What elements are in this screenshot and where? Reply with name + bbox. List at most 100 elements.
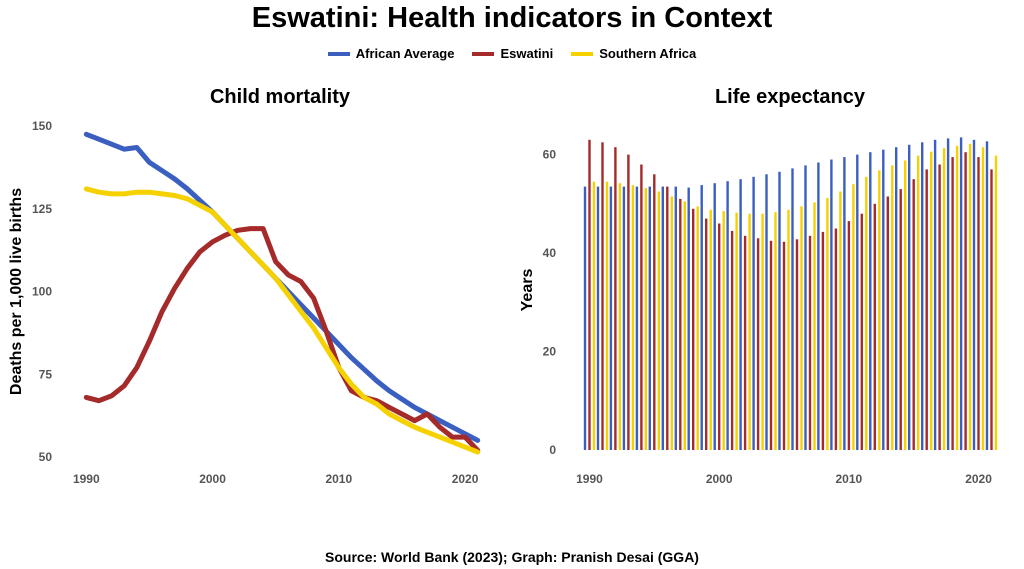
legend-label-eswatini: Eswatini (500, 46, 554, 61)
legend-swatch-african-average (327, 51, 350, 56)
bar-southern-africa-2009 (839, 191, 842, 450)
bar-southern-africa-2020 (981, 147, 985, 450)
bar-southern-africa-2015 (917, 155, 920, 450)
y-tick-label-50: 50 (39, 450, 53, 464)
bar-eswatini-2015 (912, 179, 915, 450)
bar-african-average-2007 (804, 165, 807, 450)
x-tick-label-1990: 1990 (73, 472, 100, 486)
y-tick-label-75: 75 (39, 367, 53, 381)
bar-african-average-1997 (674, 186, 677, 450)
bar-southern-africa-2008 (826, 197, 829, 450)
bar-southern-africa-2004 (774, 212, 777, 450)
bar-eswatini-2002 (743, 235, 747, 450)
bar-eswatini-1995 (653, 174, 656, 451)
bar-eswatini-2016 (925, 169, 928, 450)
bar-african-average-2017 (933, 139, 937, 451)
bar-african-average-2000 (713, 183, 716, 450)
legend-label-southern-africa: Southern Africa (599, 46, 697, 61)
legend-label-african-average: African Average (355, 46, 455, 61)
bar-african-average-1992 (609, 186, 613, 450)
bar-eswatini-1992 (614, 147, 617, 450)
child-mortality-chart: 50 75 100 125 150 1990 2000 2010 2020 Deaths per … (8, 119, 481, 486)
bar-eswatini-2017 (938, 164, 941, 450)
bar-african-average-2018 (946, 138, 950, 450)
x-tick-label-2010: 2010 (325, 472, 352, 486)
bar-southern-africa-2001 (735, 212, 738, 450)
bar-southern-africa-2011 (865, 176, 868, 451)
bar-southern-africa-2021 (994, 155, 998, 450)
bar-southern-africa-2010 (852, 184, 855, 450)
bar-african-average-2013 (882, 149, 885, 450)
bar-eswatini-1997 (679, 198, 682, 450)
bar-southern-africa-2006 (800, 206, 803, 450)
bar-eswatini-2001 (730, 230, 734, 450)
bar-eswatini-1990 (588, 139, 591, 451)
bar-african-average-1994 (635, 186, 639, 450)
x-tick-label-2000: 2000 (199, 472, 226, 486)
bar-eswatini-1996 (666, 186, 669, 450)
bar-african-average-2002 (739, 179, 742, 450)
bar-african-average-2015 (908, 144, 911, 451)
bar-eswatini-1991 (601, 142, 604, 451)
y-tick-label-20: 20 (543, 345, 557, 359)
bar-african-average-2021 (985, 141, 989, 451)
bar-southern-africa-1990 (592, 181, 596, 450)
bar-eswatini-2011 (860, 213, 863, 450)
bar-eswatini-2021 (990, 169, 993, 450)
bar-eswatini-2007 (808, 235, 812, 450)
y-tick-label-100: 100 (32, 285, 52, 299)
bar-southern-africa-2003 (761, 213, 764, 450)
bar-eswatini-1999 (705, 218, 708, 450)
bar-southern-africa-2017 (942, 148, 946, 450)
legend-item-eswatini: Eswatini (472, 46, 553, 61)
series-line-southern-africa (83, 186, 481, 455)
bar-southern-africa-2014 (904, 160, 907, 450)
bar-african-average-2020 (972, 139, 976, 451)
legend-item-african-average: African Average (327, 46, 455, 61)
bar-african-average-2008 (817, 162, 820, 450)
y-tick-label-0: 0 (549, 443, 556, 457)
bar-eswatini-2014 (899, 189, 902, 450)
bar-eswatini-2008 (821, 231, 825, 450)
bar-african-average-2005 (778, 171, 781, 451)
bar-eswatini-2004 (769, 240, 773, 450)
child-mortality-title: Child mortality (209, 86, 350, 108)
x-tick-label-2020: 2020 (965, 472, 992, 486)
y-tick-label-125: 125 (32, 202, 52, 216)
bar-african-average-1996 (661, 186, 664, 450)
series-line-eswatini (83, 226, 481, 453)
bar-southern-africa-2005 (787, 209, 790, 450)
bar-eswatini-2020 (977, 157, 980, 450)
bar-eswatini-2009 (834, 228, 838, 450)
bar-eswatini-2005 (782, 241, 786, 450)
life-expectancy-chart: 0 20 40 60 1990 2000 2010 2020 Years (519, 137, 998, 486)
y-tick-label-40: 40 (543, 246, 557, 260)
legend: African Average Eswatini Southern Africa (0, 46, 1024, 61)
life-expectancy-title: Life expectancy (714, 86, 866, 108)
bar-eswatini-2018 (951, 157, 954, 450)
bar-eswatini-2003 (756, 238, 760, 450)
legend-item-southern-africa: Southern Africa (571, 46, 696, 61)
x-tick-label-1990: 1990 (576, 472, 603, 486)
y-tick-label-150: 150 (32, 119, 52, 133)
bar-southern-africa-2013 (891, 165, 894, 450)
bar-southern-africa-1993 (631, 185, 635, 450)
bar-african-average-2019 (959, 137, 963, 450)
bar-eswatini-1998 (692, 208, 695, 450)
x-tick-label-2000: 2000 (706, 472, 733, 486)
bar-southern-africa-1995 (657, 191, 660, 450)
y-axis-label: Years (519, 269, 536, 312)
bar-southern-africa-1992 (618, 183, 622, 450)
bar-eswatini-2010 (847, 221, 851, 450)
bar-southern-africa-2012 (878, 170, 881, 450)
bar-eswatini-2019 (964, 152, 967, 450)
bar-african-average-1990 (583, 186, 587, 450)
bar-african-average-2011 (856, 154, 859, 450)
bar-southern-africa-1999 (709, 209, 712, 450)
source-note: Source: World Bank (2023); Graph: Pranis… (325, 549, 699, 565)
bar-african-average-2016 (921, 142, 924, 451)
bar-african-average-2009 (830, 159, 833, 450)
bar-african-average-2003 (752, 176, 755, 451)
bar-african-average-1999 (700, 185, 703, 450)
bar-eswatini-1994 (640, 164, 643, 450)
